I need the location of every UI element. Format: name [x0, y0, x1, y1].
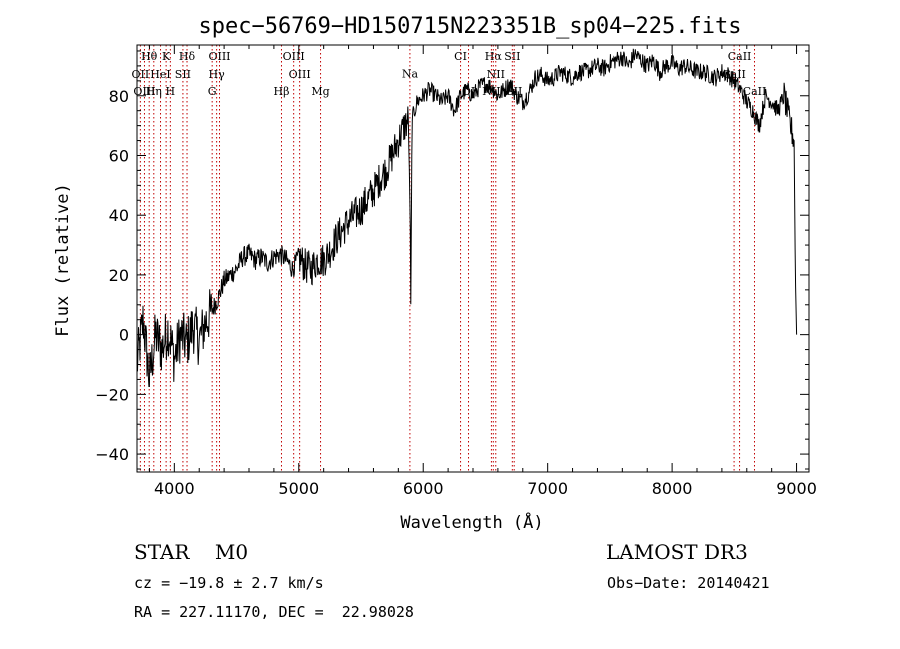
x-tick-label: 9000 [776, 479, 817, 498]
spectral-line-label: CaII [728, 50, 752, 63]
x-tick-label: 6000 [403, 479, 444, 498]
y-tick-label: 60 [109, 146, 129, 165]
y-tick-label: −20 [95, 385, 129, 404]
spectrum-line [136, 48, 798, 387]
x-tick-label: 8000 [652, 479, 693, 498]
spectral-line-label: OIII [283, 50, 305, 63]
y-tick-label: 0 [119, 326, 129, 345]
spectral-line-label: OIII [289, 68, 311, 81]
obs-date-text: Obs−Date: 20140421 [607, 574, 770, 592]
spectral-line-label: HeI [150, 68, 170, 81]
axis-ticks: 4000 5000 6000 7000 8000 9000 −40 −20 0 20 40 60 80 [95, 45, 817, 498]
y-tick-label: 40 [109, 206, 129, 225]
y-tick-label: 80 [109, 87, 129, 106]
coordinates-text: RA = 227.11170, DEC = 22.98028 [134, 603, 414, 621]
spectral-line-label: G [208, 85, 217, 98]
spectral-line-label: Hη [146, 85, 162, 98]
redshift-text: cz = −19.8 ± 2.7 km/s [134, 574, 324, 592]
spectral-line-label: SII [175, 68, 191, 81]
plot-frame [136, 44, 810, 473]
x-tick-label: 5000 [278, 479, 319, 498]
spectral-line-label: Hα [485, 50, 503, 63]
chart-title: spec−56769−HD150715N223351B_sp04−225.fit… [198, 14, 741, 39]
spectral-line-label: NII [487, 68, 505, 81]
spectral-line-label: Hβ [274, 85, 290, 98]
y-tick-label: −40 [95, 445, 129, 464]
spectral-line-label: Mg [311, 85, 329, 98]
spectral-line-label: CI [454, 50, 467, 63]
spectral-line-label: CaII [743, 85, 767, 98]
spectral-line-label: OII [132, 68, 150, 81]
x-axis-label: Wavelength (Å) [400, 511, 543, 533]
x-tick-label: 4000 [154, 479, 195, 498]
survey-text: LAMOST DR3 [606, 540, 748, 564]
spectral-line-label: Hθ [141, 50, 158, 63]
spectral-line-label: SII [504, 50, 520, 63]
spectral-line-label: H [166, 85, 176, 98]
spectral-line-label: OIII [208, 50, 230, 63]
y-axis-label: Flux (relative) [53, 183, 73, 337]
spectral-line-label: Na [402, 68, 419, 81]
plot-area [136, 48, 798, 387]
y-tick-label: 20 [109, 266, 129, 285]
x-tick-label: 7000 [527, 479, 568, 498]
spectral-line-label: OIII [133, 85, 155, 98]
spectral-line-label: Hγ [209, 68, 226, 81]
classification-text: STAR M0 [134, 540, 249, 564]
spectral-line-label: Hδ [179, 50, 196, 63]
spectral-line-label: K [162, 50, 171, 63]
